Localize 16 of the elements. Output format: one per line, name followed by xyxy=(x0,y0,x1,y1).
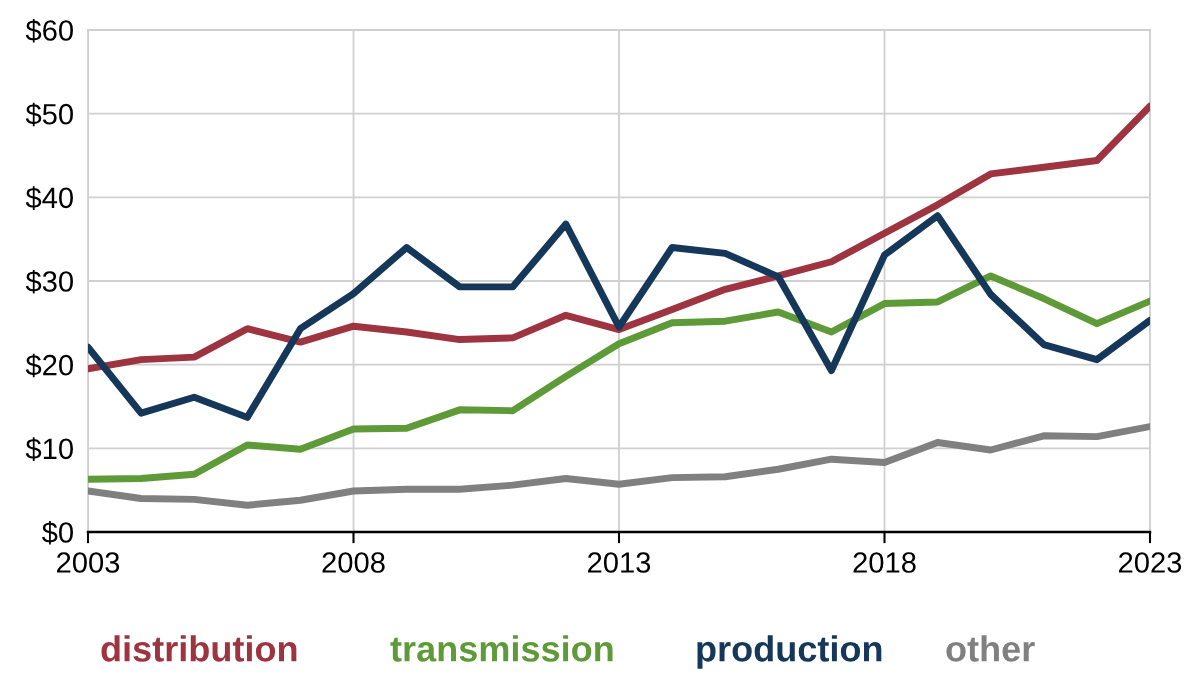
y-tick-label: $40 xyxy=(25,186,73,210)
text: other xyxy=(946,635,1035,662)
text: distribution xyxy=(101,635,297,662)
x-tick-label: 2023 xyxy=(1119,552,1182,573)
y-tick-label: $10 xyxy=(25,437,73,461)
x-tick-label: 2003 xyxy=(57,552,120,573)
text: production xyxy=(697,635,882,669)
x-tick-label: 2008 xyxy=(322,552,385,573)
x-tick-label: 2018 xyxy=(853,552,916,573)
y-tick-label: $20 xyxy=(25,353,73,378)
text: transmission xyxy=(390,635,613,662)
x-tick-label: 2013 xyxy=(588,552,651,573)
y-tick-label: $30 xyxy=(25,269,73,294)
y-tick-label: $60 xyxy=(25,18,73,43)
y-tick-label: $50 xyxy=(25,102,73,127)
y-tick-label: $0 xyxy=(41,520,73,545)
